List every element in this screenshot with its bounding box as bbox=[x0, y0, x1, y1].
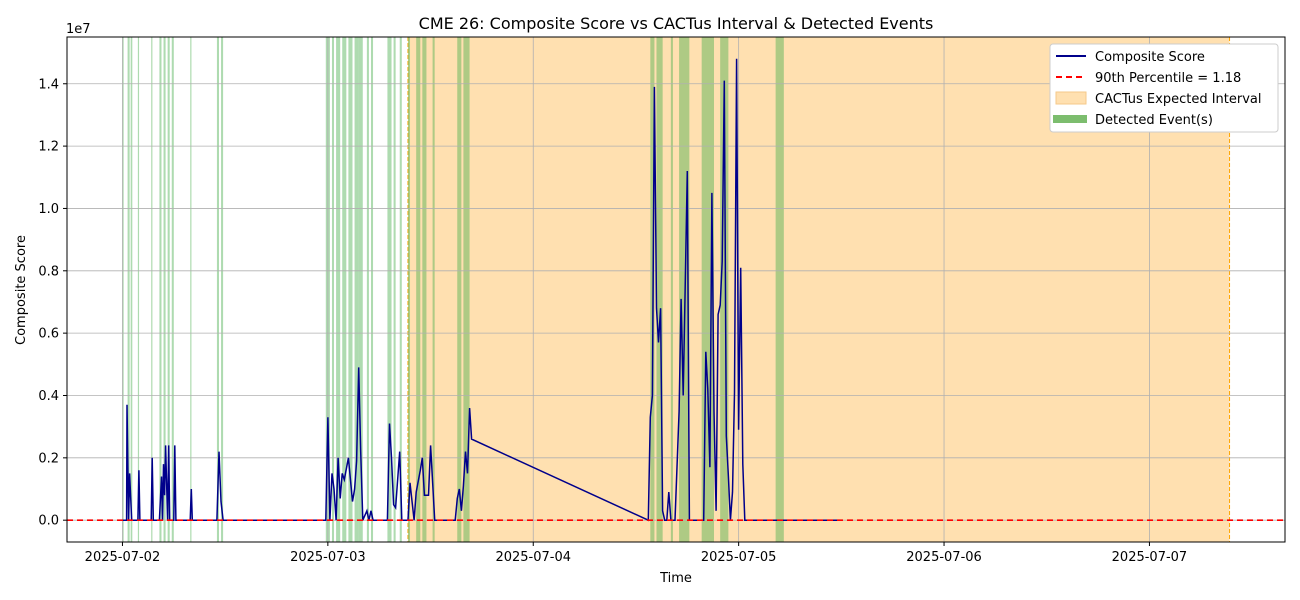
detected-event-band bbox=[171, 37, 174, 542]
detected-event-band bbox=[151, 37, 153, 542]
detected-event-band bbox=[399, 37, 402, 542]
y-tick-label: 0.4 bbox=[38, 389, 59, 404]
detected-event-band bbox=[679, 37, 690, 542]
legend-swatch-cactus bbox=[1055, 91, 1087, 105]
detected-event-band bbox=[342, 37, 347, 542]
detected-event-band bbox=[331, 37, 335, 542]
chart-title: CME 26: Composite Score vs CACTus Interv… bbox=[419, 14, 934, 33]
y-axis-label: Composite Score bbox=[14, 235, 29, 345]
detected-event-band bbox=[163, 37, 166, 542]
y-tick-label: 0.8 bbox=[38, 264, 59, 279]
detected-event-band bbox=[130, 37, 133, 542]
legend-label-detected: Detected Event(s) bbox=[1095, 113, 1213, 128]
detected-event-band bbox=[656, 37, 663, 542]
detected-event-band bbox=[775, 37, 784, 542]
legend-frame bbox=[1049, 43, 1279, 133]
x-tick-label: 2025-07-05 bbox=[701, 550, 777, 565]
detected-event-band bbox=[221, 37, 224, 542]
detected-event-band bbox=[167, 37, 170, 542]
detected-event-band bbox=[393, 37, 396, 542]
legend-label-composite: Composite Score bbox=[1095, 50, 1205, 65]
x-tick-label: 2025-07-07 bbox=[1112, 550, 1188, 565]
y-tick-label: 1.2 bbox=[38, 140, 59, 155]
x-tick-label: 2025-07-02 bbox=[85, 550, 161, 565]
detected-event-band bbox=[370, 37, 374, 542]
plot-frame bbox=[66, 36, 1286, 543]
detected-event-band bbox=[127, 37, 130, 542]
x-tick-label: 2025-07-04 bbox=[495, 550, 571, 565]
detected-event-band bbox=[216, 37, 219, 542]
detected-event-band bbox=[190, 37, 192, 542]
detected-event-band bbox=[387, 37, 392, 542]
composite-score-line bbox=[122, 58, 842, 522]
x-axis-label: Time bbox=[659, 571, 692, 586]
detected-event-band bbox=[422, 37, 427, 542]
detected-event-band bbox=[457, 37, 462, 542]
detected-event-band bbox=[407, 37, 411, 542]
x-tick-label: 2025-07-03 bbox=[290, 550, 366, 565]
detected-event-band bbox=[366, 37, 369, 542]
detected-event-band bbox=[463, 37, 470, 542]
detected-event-band bbox=[670, 37, 673, 542]
y-tick-label: 0.0 bbox=[38, 514, 59, 529]
y-tick-label: 1.0 bbox=[38, 202, 59, 217]
detected-event-band bbox=[137, 37, 140, 542]
legend-label-cactus: CACTus Expected Interval bbox=[1095, 92, 1262, 107]
y-scale-label: 1e7 bbox=[66, 22, 91, 37]
y-tick-label: 0.2 bbox=[38, 451, 59, 466]
legend: Composite Score 90th Percentile = 1.18 C… bbox=[1049, 43, 1279, 133]
detected-event-band bbox=[720, 37, 729, 542]
detected-event-band bbox=[416, 37, 421, 542]
detected-event-band bbox=[358, 37, 363, 542]
detected-event-band bbox=[122, 37, 124, 542]
detected-event-band bbox=[336, 37, 341, 542]
detected-event-band bbox=[354, 37, 359, 542]
detected-event-band bbox=[159, 37, 162, 542]
detected-event-band bbox=[432, 37, 435, 542]
y-tick-label: 1.4 bbox=[38, 77, 59, 92]
legend-label-percentile: 90th Percentile = 1.18 bbox=[1095, 71, 1241, 86]
y-tick-label: 0.6 bbox=[38, 327, 59, 342]
detected-event-band bbox=[348, 37, 353, 542]
x-tick-label: 2025-07-06 bbox=[906, 550, 982, 565]
